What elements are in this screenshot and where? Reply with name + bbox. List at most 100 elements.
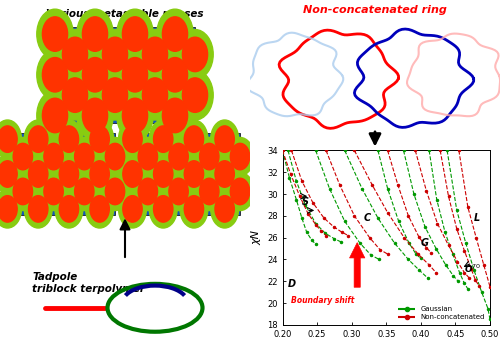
Circle shape <box>118 155 146 193</box>
Circle shape <box>177 29 213 79</box>
Circle shape <box>149 190 177 228</box>
Circle shape <box>138 178 158 205</box>
Circle shape <box>137 29 173 79</box>
Circle shape <box>90 161 110 187</box>
Circle shape <box>106 143 124 170</box>
Circle shape <box>215 126 234 153</box>
Circle shape <box>9 137 37 176</box>
Circle shape <box>37 91 73 140</box>
Circle shape <box>122 57 148 92</box>
Circle shape <box>28 196 48 222</box>
Circle shape <box>82 57 108 92</box>
Text: D: D <box>288 279 296 289</box>
Text: S: S <box>302 197 309 207</box>
Circle shape <box>90 126 110 153</box>
Circle shape <box>57 70 93 120</box>
Circle shape <box>142 78 168 112</box>
Circle shape <box>55 190 83 228</box>
Circle shape <box>154 161 173 187</box>
Circle shape <box>42 98 68 133</box>
Circle shape <box>0 126 17 153</box>
Circle shape <box>37 50 73 100</box>
Circle shape <box>60 196 78 222</box>
Circle shape <box>40 137 68 176</box>
Circle shape <box>77 91 113 140</box>
Circle shape <box>0 161 17 187</box>
Text: L: L <box>474 213 480 223</box>
Circle shape <box>55 155 83 193</box>
Circle shape <box>101 172 129 211</box>
Circle shape <box>210 155 238 193</box>
Circle shape <box>101 137 129 176</box>
Circle shape <box>164 172 192 211</box>
Circle shape <box>157 9 193 59</box>
Bar <box>132 133 240 215</box>
Circle shape <box>226 137 254 176</box>
Circle shape <box>0 190 22 228</box>
Circle shape <box>196 137 224 176</box>
Circle shape <box>28 126 48 153</box>
Circle shape <box>137 70 173 120</box>
Circle shape <box>118 120 146 158</box>
Circle shape <box>28 161 48 187</box>
Y-axis label: χN: χN <box>252 230 262 245</box>
Circle shape <box>230 143 250 170</box>
Circle shape <box>162 98 188 133</box>
Circle shape <box>157 91 193 140</box>
Circle shape <box>177 70 213 120</box>
Circle shape <box>0 196 17 222</box>
Circle shape <box>77 50 113 100</box>
Circle shape <box>0 155 22 193</box>
Circle shape <box>13 143 32 170</box>
Bar <box>8 133 115 215</box>
Circle shape <box>57 29 93 79</box>
Circle shape <box>154 196 173 222</box>
Circle shape <box>62 78 88 112</box>
Circle shape <box>200 178 219 205</box>
Circle shape <box>70 172 99 211</box>
Text: G: G <box>421 238 429 248</box>
Circle shape <box>77 9 113 59</box>
Circle shape <box>180 155 208 193</box>
Circle shape <box>138 143 158 170</box>
Circle shape <box>44 178 63 205</box>
Circle shape <box>102 78 128 112</box>
Circle shape <box>196 172 224 211</box>
Circle shape <box>184 196 204 222</box>
Circle shape <box>154 126 173 153</box>
Circle shape <box>118 190 146 228</box>
Circle shape <box>117 91 153 140</box>
Circle shape <box>162 17 188 51</box>
Circle shape <box>157 50 193 100</box>
Circle shape <box>40 172 68 211</box>
Circle shape <box>60 161 78 187</box>
Circle shape <box>182 37 208 72</box>
Circle shape <box>226 172 254 211</box>
Circle shape <box>13 178 32 205</box>
Circle shape <box>180 120 208 158</box>
Text: C: C <box>364 213 371 223</box>
Circle shape <box>142 37 168 72</box>
Circle shape <box>164 137 192 176</box>
Circle shape <box>117 50 153 100</box>
Circle shape <box>97 29 133 79</box>
Circle shape <box>149 155 177 193</box>
Circle shape <box>42 17 68 51</box>
Circle shape <box>123 161 142 187</box>
Circle shape <box>102 37 128 72</box>
Circle shape <box>123 196 142 222</box>
Circle shape <box>0 120 22 158</box>
Circle shape <box>55 120 83 158</box>
Circle shape <box>24 155 52 193</box>
Circle shape <box>122 98 148 133</box>
Circle shape <box>162 57 188 92</box>
Circle shape <box>215 161 234 187</box>
Circle shape <box>184 161 204 187</box>
Circle shape <box>86 120 114 158</box>
Circle shape <box>134 137 162 176</box>
Circle shape <box>210 190 238 228</box>
Legend: Gaussian, Non-concatenated: Gaussian, Non-concatenated <box>396 305 486 321</box>
Bar <box>55 27 195 123</box>
Circle shape <box>123 126 142 153</box>
Circle shape <box>90 196 110 222</box>
